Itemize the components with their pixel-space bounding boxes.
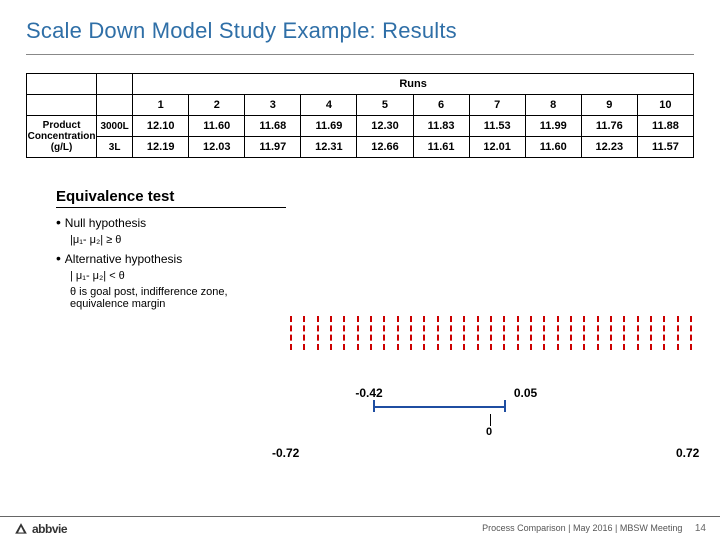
scale-label: 3L [97,137,133,158]
col-header: 2 [189,95,245,116]
page-title: Scale Down Model Study Example: Results [26,18,694,44]
zero-label: 0 [486,426,492,438]
cell: 11.60 [189,116,245,137]
ci-low-label: -0.42 [355,386,382,400]
cell: 11.76 [581,116,637,137]
axis-min-label: -0.72 [272,446,299,460]
col-header: 3 [245,95,301,116]
theta-note: θ is goal post, indifference zone, equiv… [70,286,286,310]
page-number: 14 [695,523,706,534]
table-blank-1 [27,74,97,95]
col-header: 9 [581,95,637,116]
cell: 11.68 [245,116,301,137]
table-blank-4 [97,95,133,116]
brand-icon [14,522,28,536]
table-row: 3L 12.19 12.03 11.97 12.31 12.66 11.61 1… [27,137,694,158]
cell: 12.30 [357,116,413,137]
table-row: Product Concentration (g/L) 3000L 12.10 … [27,116,694,137]
equivalence-test-title: Equivalence test [56,188,286,208]
table-header-row: 1 2 3 4 5 6 7 8 9 10 [27,95,694,116]
cell: 11.60 [525,137,581,158]
row-label: Product Concentration (g/L) [27,116,97,158]
cell: 12.23 [581,137,637,158]
results-table: Runs 1 2 3 4 5 6 7 8 9 10 Product Concen… [26,73,694,158]
cell: 11.99 [525,116,581,137]
ci-high-label: 0.05 [514,386,537,400]
axis-max-label: 0.72 [676,446,699,460]
footer: abbvie Process Comparison | May 2016 | M… [0,516,720,540]
footer-credit: Process Comparison | May 2016 | MBSW Mee… [482,523,682,533]
col-header: 4 [301,95,357,116]
table-blank-2 [97,74,133,95]
equivalence-chart: 0-0.420.05-0.720.72 [290,316,690,466]
null-hypothesis: Null hypothesis [56,214,286,230]
cell: 11.53 [469,116,525,137]
alt-hypothesis: Alternative hypothesis [56,250,286,266]
col-header: 7 [469,95,525,116]
cell: 11.61 [413,137,469,158]
cell: 12.10 [133,116,189,137]
table-blank-3 [27,95,97,116]
cell: 11.97 [245,137,301,158]
brand-text: abbvie [32,522,67,536]
null-hypothesis-formula: |μ₁- μ₂| ≥ θ [70,234,286,246]
cell: 12.31 [301,137,357,158]
cell: 11.57 [637,137,693,158]
col-header: 6 [413,95,469,116]
cell: 12.19 [133,137,189,158]
title-rule [26,54,694,55]
cell: 12.01 [469,137,525,158]
col-header: 10 [637,95,693,116]
alt-hypothesis-formula: | μ₁- μ₂| < θ [70,270,286,282]
equivalence-test-box: Equivalence test Null hypothesis |μ₁- μ₂… [56,188,286,310]
col-header: 1 [133,95,189,116]
cell: 11.83 [413,116,469,137]
cell: 11.88 [637,116,693,137]
scale-label: 3000L [97,116,133,137]
col-header: 5 [357,95,413,116]
cell: 12.03 [189,137,245,158]
cell: 11.69 [301,116,357,137]
cell: 12.66 [357,137,413,158]
runs-header: Runs [133,74,694,95]
col-header: 8 [525,95,581,116]
